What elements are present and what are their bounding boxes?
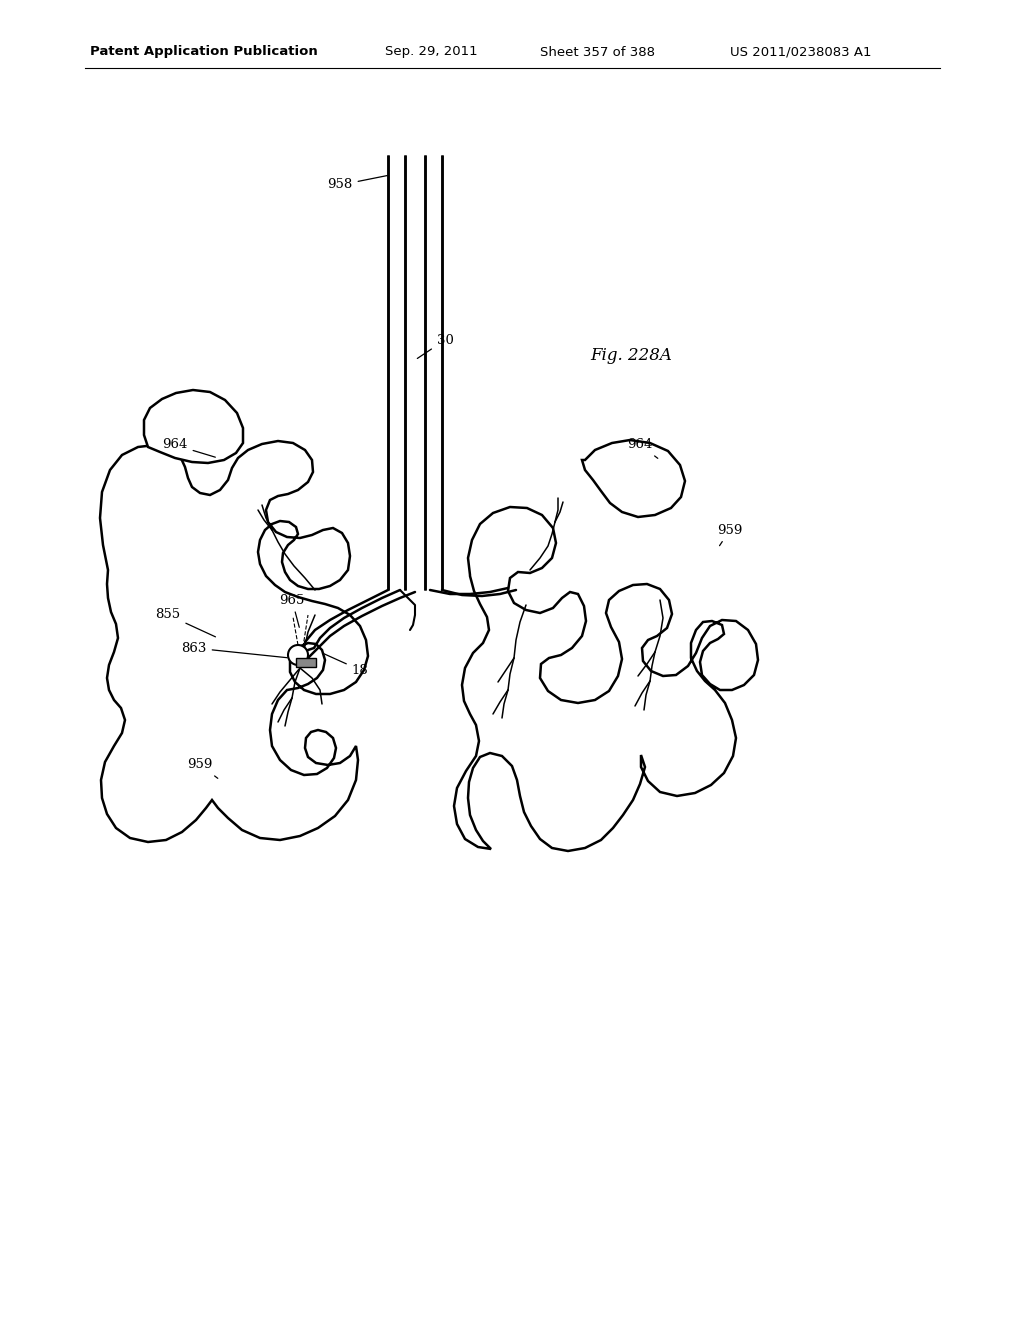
Circle shape [288,645,308,665]
Polygon shape [582,440,685,517]
Text: 959: 959 [718,524,742,545]
Text: 18: 18 [323,653,369,676]
Polygon shape [100,441,368,842]
Text: Fig. 228A: Fig. 228A [590,346,672,363]
Text: 958: 958 [328,176,387,191]
Text: 964: 964 [628,438,657,458]
FancyBboxPatch shape [296,657,316,667]
Text: 855: 855 [156,609,215,636]
Text: Sheet 357 of 388: Sheet 357 of 388 [540,45,655,58]
Text: 964: 964 [163,438,215,457]
Text: 959: 959 [187,759,218,779]
Text: Sep. 29, 2011: Sep. 29, 2011 [385,45,477,58]
Polygon shape [454,507,758,851]
Text: US 2011/0238083 A1: US 2011/0238083 A1 [730,45,871,58]
Text: 863: 863 [181,642,288,657]
Text: 30: 30 [418,334,454,359]
Text: 965: 965 [280,594,305,627]
Polygon shape [144,389,243,463]
Text: Patent Application Publication: Patent Application Publication [90,45,317,58]
